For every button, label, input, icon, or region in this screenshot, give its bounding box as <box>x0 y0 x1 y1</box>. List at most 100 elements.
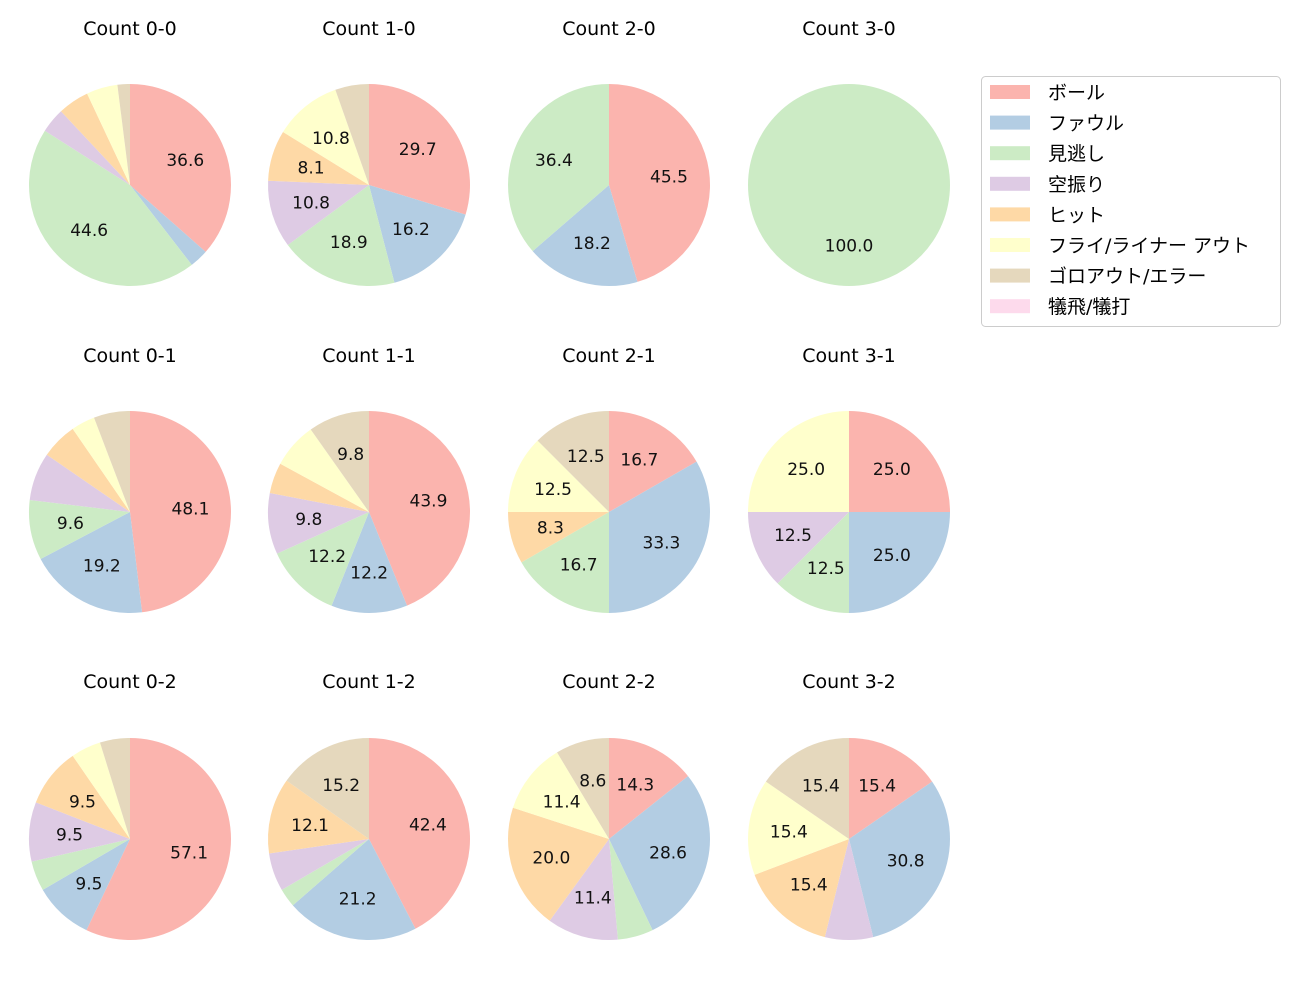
slice-label: 29.7 <box>399 140 437 160</box>
pie-slice-空振り <box>748 512 849 584</box>
legend-box <box>981 76 1281 327</box>
pie-slice-見逃し <box>28 499 130 559</box>
legend-label: ゴロアウト/エラー <box>1048 266 1206 288</box>
pie-count-3-1: Count 3-1 25.0 25.0 12.5 12.5 25.0 <box>748 345 950 613</box>
legend-swatch <box>990 176 1030 191</box>
pie-slice-ゴロアウト/エラー <box>537 411 609 512</box>
slice-label: 12.2 <box>350 564 388 584</box>
pie-slice-ファウル <box>369 185 466 283</box>
slice-label: 36.4 <box>535 151 573 171</box>
pie-slice-見逃し <box>748 84 950 286</box>
pie-slice-ヒット <box>754 839 849 938</box>
pie-slice-ファウル <box>40 512 143 613</box>
pie-title: Count 2-0 <box>562 18 656 40</box>
pie-count-1-1: Count 1-1 43.9 12.212.2 9.8 9.8 <box>268 345 471 613</box>
pie-slice-ボール <box>369 411 471 606</box>
pie-slice-フライ/ライナー アウト <box>508 440 609 512</box>
pie-slice-フライ/ライナー アウト <box>87 84 130 185</box>
pie-slice-空振り <box>268 492 369 554</box>
slice-label: 9.5 <box>69 792 96 812</box>
slice-label: 15.4 <box>770 823 808 843</box>
pie-title: Count 0-0 <box>83 18 177 40</box>
legend-swatch <box>990 299 1030 314</box>
slice-label: 44.6 <box>70 221 108 241</box>
pie-slice-ファウル <box>42 839 130 931</box>
pie-slice-見逃し <box>28 130 192 286</box>
pie-slice-ゴロアウト/エラー <box>765 738 849 839</box>
pie-slice-見逃し <box>276 512 369 606</box>
pie-slice-ゴロアウト/エラー <box>94 411 130 512</box>
pie-slice-ボール <box>609 411 697 512</box>
pie-slice-ヒット <box>60 93 131 185</box>
pie-slice-フライ/ライナー アウト <box>512 752 609 839</box>
slice-label: 16.2 <box>392 220 430 240</box>
pie-slice-ファウル <box>292 839 416 941</box>
slice-label: 16.7 <box>620 451 658 471</box>
pie-slice-ヒット <box>268 780 369 854</box>
pie-slice-ゴロアウト/エラー <box>557 738 609 839</box>
pie-count-0-2: Count 0-2 57.1 9.5 9.5 9.5 <box>29 671 231 940</box>
pie-count-2-2: Count 2-214.328.611.420.011.48.6 <box>508 671 710 941</box>
pie-slice-空振り <box>269 839 369 890</box>
slice-label: 9.6 <box>57 514 84 534</box>
slice-label: 9.5 <box>75 875 102 895</box>
pie-slice-見逃し <box>507 84 609 252</box>
slice-label: 15.4 <box>802 776 840 796</box>
pie-slice-フライ/ライナー アウト <box>748 411 849 512</box>
slice-label: 42.4 <box>409 816 447 836</box>
pie-slice-ゴロアウト/エラー <box>335 84 369 185</box>
pie-title: Count 2-2 <box>562 671 656 693</box>
pie-slice-ファウル <box>331 512 408 613</box>
slice-label: 28.6 <box>649 844 687 864</box>
pie-slice-ボール <box>130 411 231 613</box>
slice-label: 25.0 <box>873 546 911 566</box>
slice-label: 19.2 <box>83 557 121 577</box>
slice-label: 12.1 <box>291 816 329 836</box>
legend-swatch <box>990 85 1030 99</box>
slice-label: 12.5 <box>567 447 605 467</box>
pie-slice-見逃し <box>521 512 609 613</box>
pie-slice-ボール <box>86 738 231 940</box>
slice-label: 57.1 <box>170 843 208 863</box>
slice-label: 12.2 <box>308 547 346 567</box>
slice-label: 11.4 <box>543 792 581 812</box>
pie-slice-フライ/ライナー アウト <box>748 781 849 875</box>
pie-slice-ボール <box>369 84 470 215</box>
pie-title: Count 2-1 <box>562 345 656 367</box>
legend-swatch <box>990 238 1030 252</box>
pie-slice-ヒット <box>35 755 130 839</box>
pie-count-2-1: Count 2-1 16.7 33.3 16.7 8.3 12.5 12.5 <box>508 345 711 613</box>
pie-count-0-1: Count 0-1 48.1 19.2 9.6 <box>28 345 231 613</box>
legend-label: フライ/ライナー アウト <box>1048 235 1250 257</box>
pie-slice-空振り <box>824 839 874 940</box>
slice-label: 15.4 <box>858 776 896 796</box>
pie-slice-ボール <box>609 84 710 282</box>
slice-label: 12.5 <box>774 526 812 546</box>
slice-label: 8.6 <box>579 772 606 792</box>
pie-slice-空振り <box>268 180 369 246</box>
slice-label: 25.0 <box>873 460 911 480</box>
slice-label: 11.4 <box>574 888 612 908</box>
pie-slice-ファウル <box>609 461 711 613</box>
slice-label: 15.2 <box>322 776 360 796</box>
slice-label: 48.1 <box>172 499 210 519</box>
pie-slice-ヒット <box>508 807 609 921</box>
legend-swatch <box>990 115 1030 130</box>
legend-label: 見逃し <box>1048 143 1105 165</box>
pie-slice-見逃し <box>609 839 653 940</box>
pie-slice-ボール <box>849 411 950 512</box>
pie-slice-ファウル <box>849 512 950 613</box>
pie-count-1-0: Count 1-029.716.218.910.88.110.8 <box>268 18 470 286</box>
slice-label: 18.9 <box>330 233 368 253</box>
slice-label: 21.2 <box>339 890 377 910</box>
pie-slice-ファウル <box>609 776 710 931</box>
slice-label: 33.3 <box>643 533 681 553</box>
pie-slice-ヒット <box>508 512 609 563</box>
pie-slice-フライ/ライナー アウト <box>72 742 130 839</box>
pie-slice-ボール <box>609 738 689 839</box>
pie-slice-空振り <box>29 802 131 862</box>
pie-title: Count 1-0 <box>322 18 416 40</box>
pie-slice-ボール <box>130 84 231 252</box>
